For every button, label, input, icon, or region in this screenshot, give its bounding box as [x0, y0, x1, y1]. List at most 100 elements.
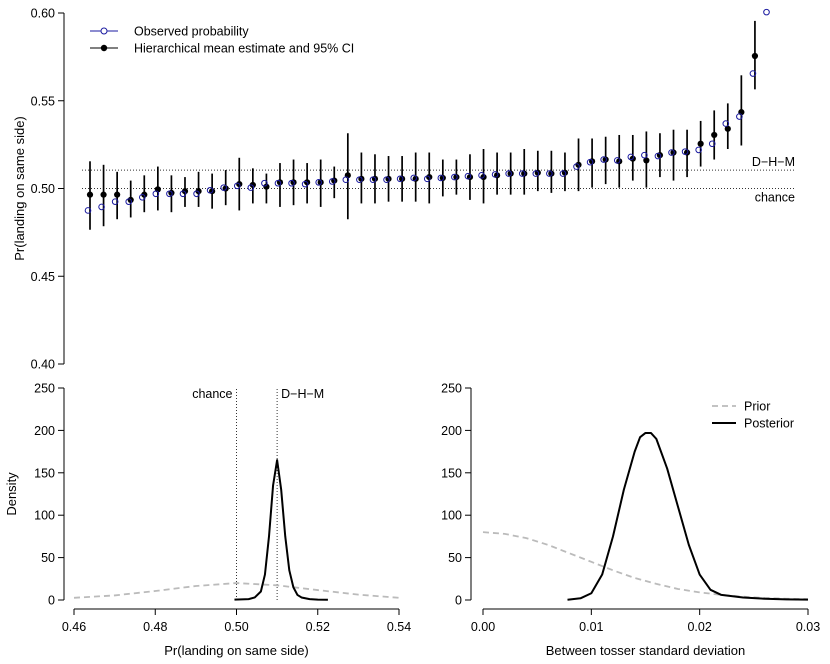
estimate-point	[439, 174, 446, 182]
estimate-point	[263, 183, 270, 190]
bottom-left-y-tick-label: 150	[34, 466, 55, 480]
bottom-left-dhm-label: D−H−M	[281, 387, 324, 401]
observed-point	[220, 184, 227, 191]
bottom-right-y-tick-label: 50	[448, 551, 462, 565]
bottom-right-legend: Prior Posterior	[712, 400, 794, 431]
top-dhm-label: D−H−M	[752, 155, 795, 169]
top-reference-lines: D−H−M chance	[82, 155, 795, 205]
observed-point	[559, 170, 567, 177]
observed-point	[369, 176, 377, 184]
observed-point	[464, 172, 472, 180]
top-y-tick-label: 0.45	[31, 270, 55, 284]
observed-point	[423, 175, 431, 183]
bottom-left-marks: chance D−H−M	[73, 387, 400, 601]
observed-point	[736, 113, 743, 120]
bottom-left-y-tick-label: 50	[41, 551, 55, 565]
observed-point	[342, 176, 350, 184]
bottom-right-posterior-curve	[567, 431, 809, 601]
legend-posterior-label: Posterior	[744, 417, 794, 431]
bottom-right-x-tick-label: 0.01	[579, 620, 603, 634]
estimate-point	[724, 125, 731, 132]
bottom-right-prior-curve	[482, 531, 809, 601]
legend-hierarchical-marker	[100, 44, 108, 52]
estimate-point	[670, 149, 677, 156]
estimate-point	[100, 191, 107, 198]
observed-point	[641, 151, 648, 159]
estimate-point	[751, 52, 759, 60]
top-y-tick-label: 0.40	[31, 358, 55, 372]
estimate-point	[399, 175, 406, 182]
observed-point	[206, 186, 214, 194]
estimate-point	[195, 188, 202, 195]
observed-point	[708, 140, 716, 148]
observed-point	[763, 8, 770, 16]
observed-point	[695, 146, 702, 154]
top-legend: Observed probability Hierarchical mean e…	[90, 25, 354, 56]
observed-point	[193, 190, 200, 198]
observed-point	[437, 174, 445, 182]
estimate-point	[453, 173, 460, 181]
observed-point	[627, 153, 635, 161]
observed-point	[722, 120, 730, 127]
observed-point	[98, 203, 105, 211]
bottom-right-x-axis-label: Between tosser standard deviation	[546, 643, 745, 658]
observed-point	[613, 157, 621, 164]
bottom-right-x-tick-label: 0.00	[471, 620, 495, 634]
bottom-right-y-tick-label: 0	[455, 594, 462, 608]
legend-observed-marker	[100, 27, 108, 35]
observed-point	[410, 174, 417, 182]
estimate-point	[521, 170, 528, 177]
observed-point	[518, 170, 526, 177]
top-y-tick-label: 0.60	[31, 7, 55, 21]
top-y-axis-label: Pr(landing on same side)	[12, 116, 27, 261]
observed-point	[288, 179, 295, 187]
estimate-point	[711, 131, 718, 139]
observed-point	[383, 176, 390, 184]
observed-point	[111, 198, 119, 205]
legend-hierarchical-label: Hierarchical mean estimate and 95% CI	[134, 42, 354, 56]
bottom-left-x-tick-label: 0.46	[62, 620, 86, 634]
estimate-point	[114, 191, 121, 198]
observed-point	[233, 182, 241, 190]
bottom-left-posterior-curve	[234, 459, 328, 601]
bottom-right-y-tick-label: 150	[441, 466, 462, 480]
bottom-right-x-tick-label: 0.03	[796, 620, 820, 634]
observed-point	[356, 176, 363, 184]
bottom-left-y-tick-label: 100	[34, 509, 55, 523]
bottom-left-x-tick-label: 0.50	[224, 620, 248, 634]
bottom-right-x-tick-label: 0.02	[687, 620, 711, 634]
panel-bottom-left: 0 50 100 150 200 250 0.46 0.48 0.50 0.52 0.54 Pr(la…	[4, 382, 411, 659]
observed-point	[600, 156, 607, 163]
observed-point	[274, 179, 282, 187]
estimate-point	[181, 188, 189, 195]
bottom-left-x-tick-label: 0.54	[387, 620, 411, 634]
panel-top: 0.40 0.45 0.50 0.55 0.60 Pr(landing on same s…	[12, 7, 795, 372]
bottom-left-x-axis-label: Pr(landing on same side)	[164, 643, 309, 658]
observed-point	[247, 184, 255, 191]
legend-observed-label: Observed probability	[134, 25, 249, 39]
panel-bottom-right: 0 50 100 150 200 250 0.00 0.01 0.02 0.03 Between t…	[441, 382, 820, 659]
observed-point	[681, 148, 689, 155]
bottom-left-y-tick-label: 250	[34, 382, 55, 396]
top-y-tick-label: 0.50	[31, 182, 55, 196]
estimate-point	[507, 170, 514, 177]
observed-point	[125, 198, 133, 205]
bottom-right-y-tick-label: 200	[441, 424, 462, 438]
bottom-left-axes: 0 50 100 150 200 250 0.46 0.48 0.50 0.52 0.54 Pr(la…	[4, 382, 411, 659]
bottom-left-x-tick-label: 0.52	[306, 620, 330, 634]
observed-point	[505, 170, 512, 177]
observed-point	[396, 175, 404, 183]
legend-prior-label: Prior	[744, 400, 770, 414]
observed-point	[654, 152, 662, 160]
observed-point	[573, 163, 580, 170]
bottom-left-prior-curve	[73, 582, 400, 599]
top-chance-label: chance	[755, 191, 795, 205]
observed-point	[138, 193, 146, 201]
observed-point	[749, 70, 757, 77]
observed-point	[586, 158, 594, 166]
estimate-point	[643, 157, 650, 164]
bottom-left-y-axis-label: Density	[4, 472, 19, 516]
top-marks	[84, 8, 770, 230]
observed-point	[84, 207, 92, 214]
